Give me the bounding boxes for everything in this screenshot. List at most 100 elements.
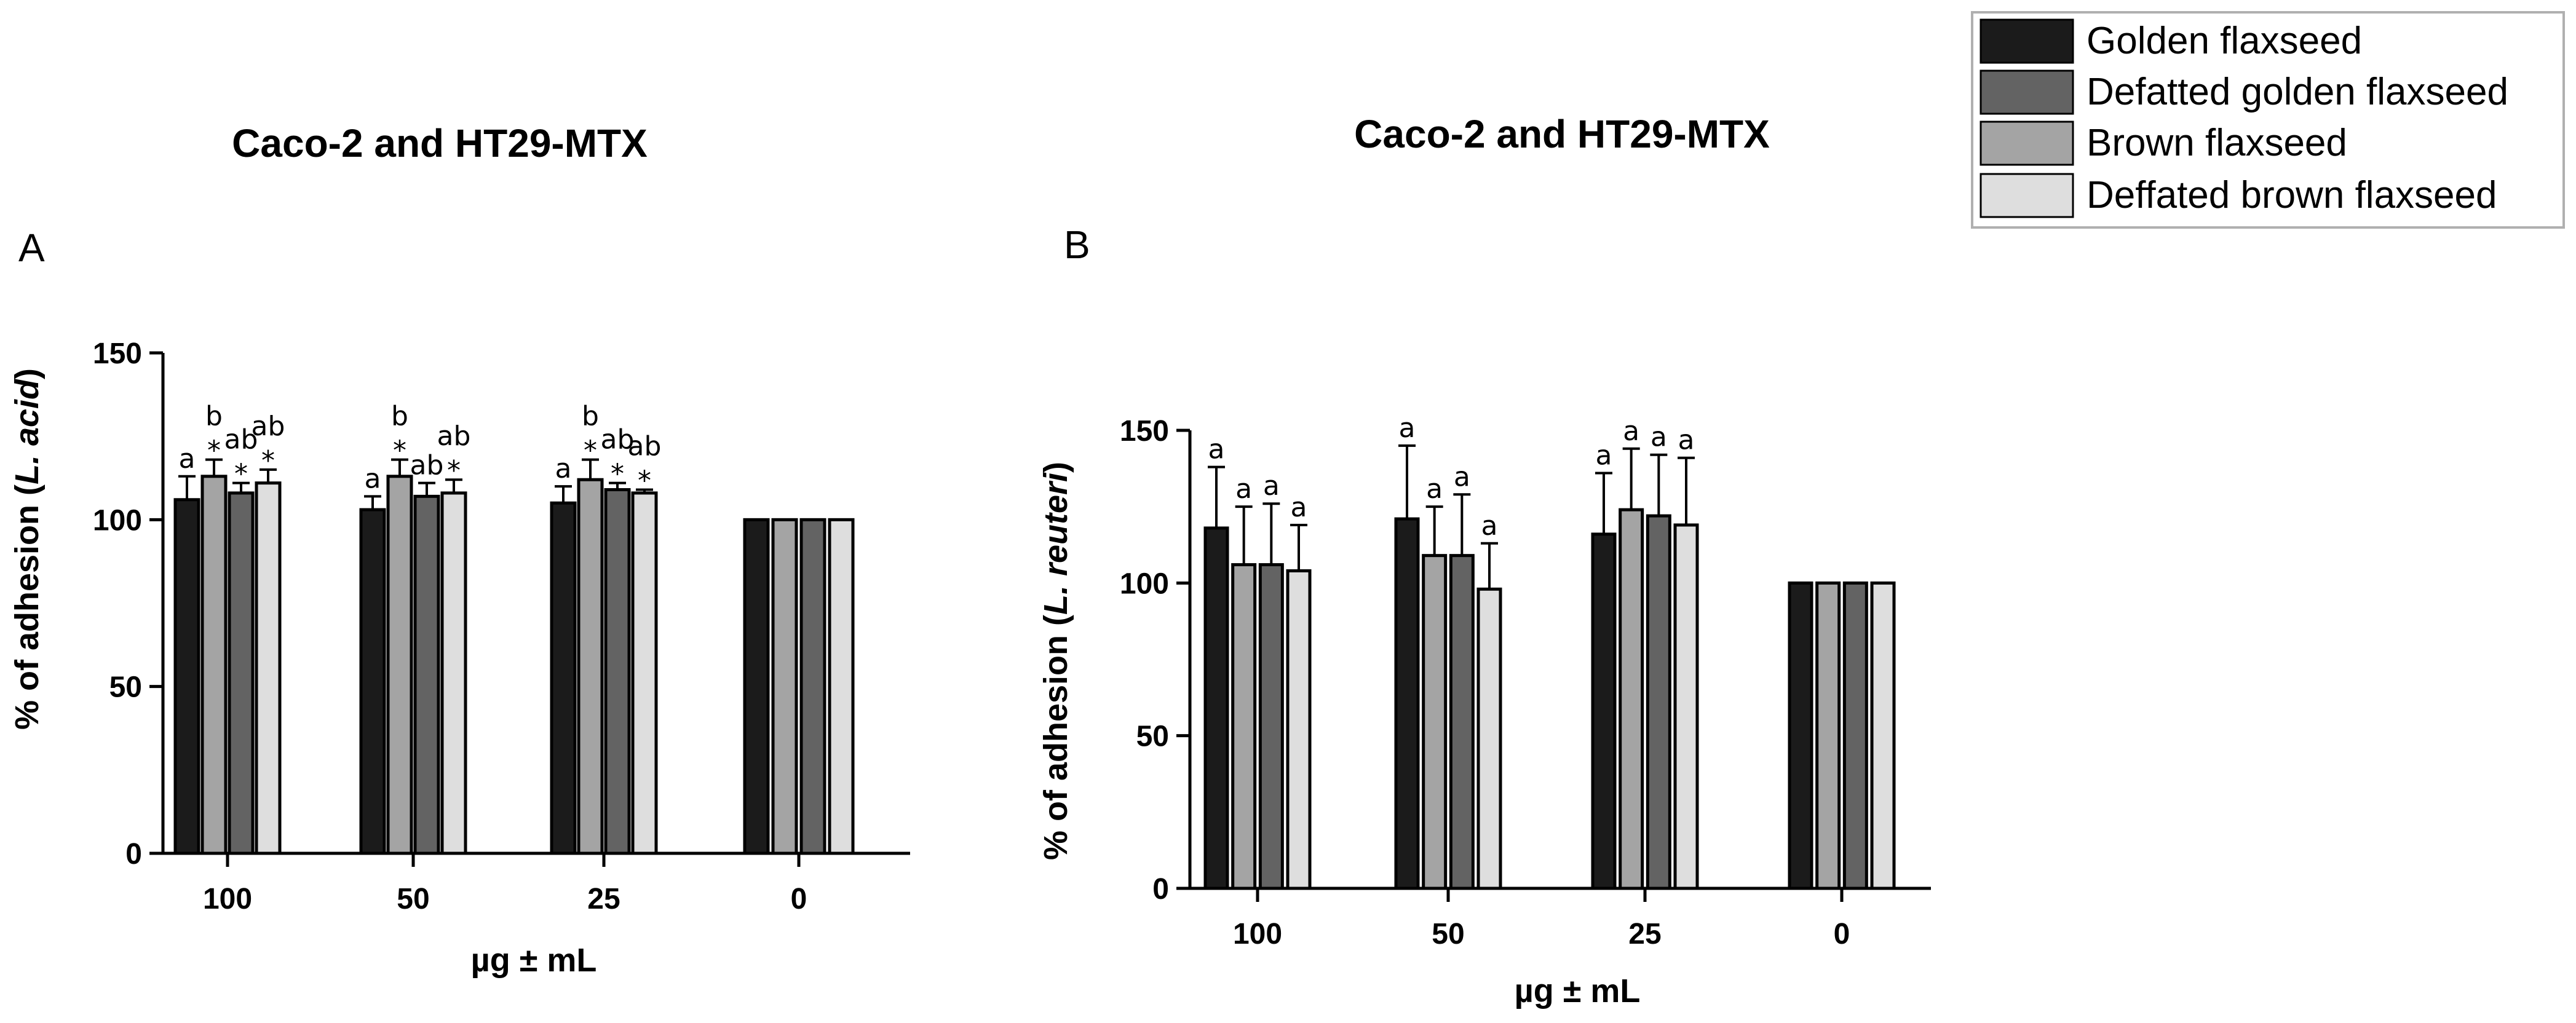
panel-a-group-letter: ab <box>601 424 635 456</box>
panel-b-group-letter: a <box>1678 425 1695 456</box>
panel-b-group-letter: a <box>1623 416 1639 447</box>
panel-b-group-letter: a <box>1399 413 1416 444</box>
panel-a-y-label-species: L. acid <box>9 379 46 484</box>
legend-label-defatted-brown: Deffated brown flaxseed <box>2087 174 2497 216</box>
panel-a-group-letter: ab <box>410 450 444 481</box>
panel-a-significance-star: * <box>611 459 624 490</box>
panel-a-group-letter: ab <box>437 421 471 452</box>
panel-b-group-letter: a <box>1235 473 1252 505</box>
panel-a-group-letter: a <box>365 463 381 494</box>
panel-b-bar <box>1476 587 1502 890</box>
panel-b-bar <box>1619 508 1644 890</box>
panel-a-significance-star: * <box>584 435 597 467</box>
panel-a-significance-star: * <box>261 445 275 476</box>
legend-label-brown: Brown flaxseed <box>2087 122 2347 164</box>
panel-a-y-tick-label: 150 <box>93 338 142 370</box>
panel-b-bar <box>1449 554 1475 890</box>
panel-b-bar <box>1394 517 1420 890</box>
panel-b-bar <box>1286 569 1312 890</box>
legend: Golden flaxseed Defatted golden flaxseed… <box>1971 11 2565 229</box>
panel-b-y-label-suffix: ) <box>1037 462 1074 473</box>
panel-b-x-tick-label: 100 <box>1233 918 1282 950</box>
panel-b-bar <box>1591 532 1617 890</box>
panel-a-y-tick-label: 100 <box>93 504 142 537</box>
panel-a-group-letter: a <box>555 453 572 484</box>
panel-b-bar <box>1422 554 1448 890</box>
panel-a-bar <box>743 518 770 855</box>
panel-a-x-tick-label: 0 <box>791 883 807 915</box>
panel-b-group-letter: a <box>1481 510 1498 542</box>
panel-b-group-letter: a <box>1291 492 1307 523</box>
panel-a-significance-star: * <box>638 465 651 496</box>
panel-b-group-letter: a <box>1263 470 1280 502</box>
panel-b-y-label-prefix: % of adhesion ( <box>1037 615 1074 860</box>
legend-swatch-defatted-golden <box>1980 69 2074 115</box>
panel-b-y-tick-label: 150 <box>1120 415 1169 448</box>
panel-b-group-letter: a <box>1208 434 1225 465</box>
panel-a-group-letter: a <box>179 443 196 475</box>
panel-a-bar <box>604 488 631 855</box>
panel-a-bar <box>228 491 255 855</box>
panel-b-y-axis-label: % of adhesion (L. reuteri) <box>1037 462 1074 860</box>
panel-a-title: Caco-2 and HT29-MTX <box>232 121 648 165</box>
panel-a-bar <box>359 508 386 855</box>
panel-b-bar <box>1646 514 1671 890</box>
panel-a-x-tick-label: 50 <box>397 883 429 915</box>
panel-b-title: Caco-2 and HT29-MTX <box>1354 112 1770 156</box>
legend-swatch-brown <box>1980 120 2074 166</box>
panel-b-x-tick-label: 50 <box>1432 918 1464 950</box>
panel-a-group-letter: ab <box>224 424 258 456</box>
panel-a-y-label-prefix: % of adhesion ( <box>9 484 46 730</box>
panel-a-bar <box>828 518 855 855</box>
panel-a-y-label-suffix: ) <box>9 368 46 379</box>
panel-b-y-tick-label: 100 <box>1120 567 1169 600</box>
panel-a-bar <box>386 475 413 855</box>
panel-b-bar <box>1258 563 1284 890</box>
panel-a-bar <box>771 518 798 855</box>
panel-a-bar <box>631 491 658 855</box>
panel-a-significance-star: * <box>393 435 406 467</box>
legend-swatch-golden <box>1980 18 2074 64</box>
panel-a-group-letter: b <box>205 401 223 432</box>
panel-b-group-letter: a <box>1454 461 1470 492</box>
panel-a-letter: A <box>18 226 45 270</box>
panel-a-bar <box>550 501 577 855</box>
panel-a-significance-star: * <box>234 459 248 490</box>
panel-b-y-tick-label: 0 <box>1152 873 1169 906</box>
panel-b-bar <box>1788 581 1813 890</box>
panel-a-y-axis-label: % of adhesion (L. acid) <box>9 368 46 730</box>
panel-a-bar <box>440 491 467 855</box>
panel-b-bar <box>1815 581 1841 890</box>
panel-a-group-letter: ab <box>628 430 662 462</box>
panel-a-significance-star: * <box>447 455 461 486</box>
panel-a-bar <box>173 498 200 855</box>
panel-a-x-axis-label: µg ± mL <box>471 942 597 979</box>
panel-b-letter: B <box>1064 223 1090 267</box>
panel-b-group-letter: a <box>1651 422 1667 453</box>
panel-b-bar <box>1203 526 1229 890</box>
panel-a-group-letter: ab <box>252 411 285 442</box>
panel-a-bar <box>255 481 282 855</box>
panel-a-bar <box>799 518 826 855</box>
panel-a-group-letter: b <box>582 401 599 432</box>
panel-b-x-axis-label: µg ± mL <box>1515 973 1641 1009</box>
panel-b-y-label-species: L. reuteri <box>1037 472 1074 615</box>
panel-b-bar <box>1231 563 1257 890</box>
panel-b-group-letter: a <box>1426 473 1443 505</box>
panel-b-group-letter: a <box>1596 440 1612 472</box>
legend-swatch-defatted-brown <box>1980 173 2074 218</box>
panel-b-bar <box>1842 581 1868 890</box>
panel-a-bar <box>577 478 604 855</box>
panel-a-x-tick-label: 100 <box>203 883 252 915</box>
panel-a-group-letter: b <box>391 401 408 432</box>
panel-a-bar <box>200 475 228 855</box>
panel-b-bar <box>1673 523 1699 890</box>
panel-b-x-tick-label: 25 <box>1628 918 1661 950</box>
panel-a-y-tick-label: 0 <box>125 838 142 871</box>
panel-a-bar <box>413 494 440 855</box>
panel-b-bar <box>1870 581 1896 890</box>
panel-a-x-tick-label: 25 <box>587 883 620 915</box>
